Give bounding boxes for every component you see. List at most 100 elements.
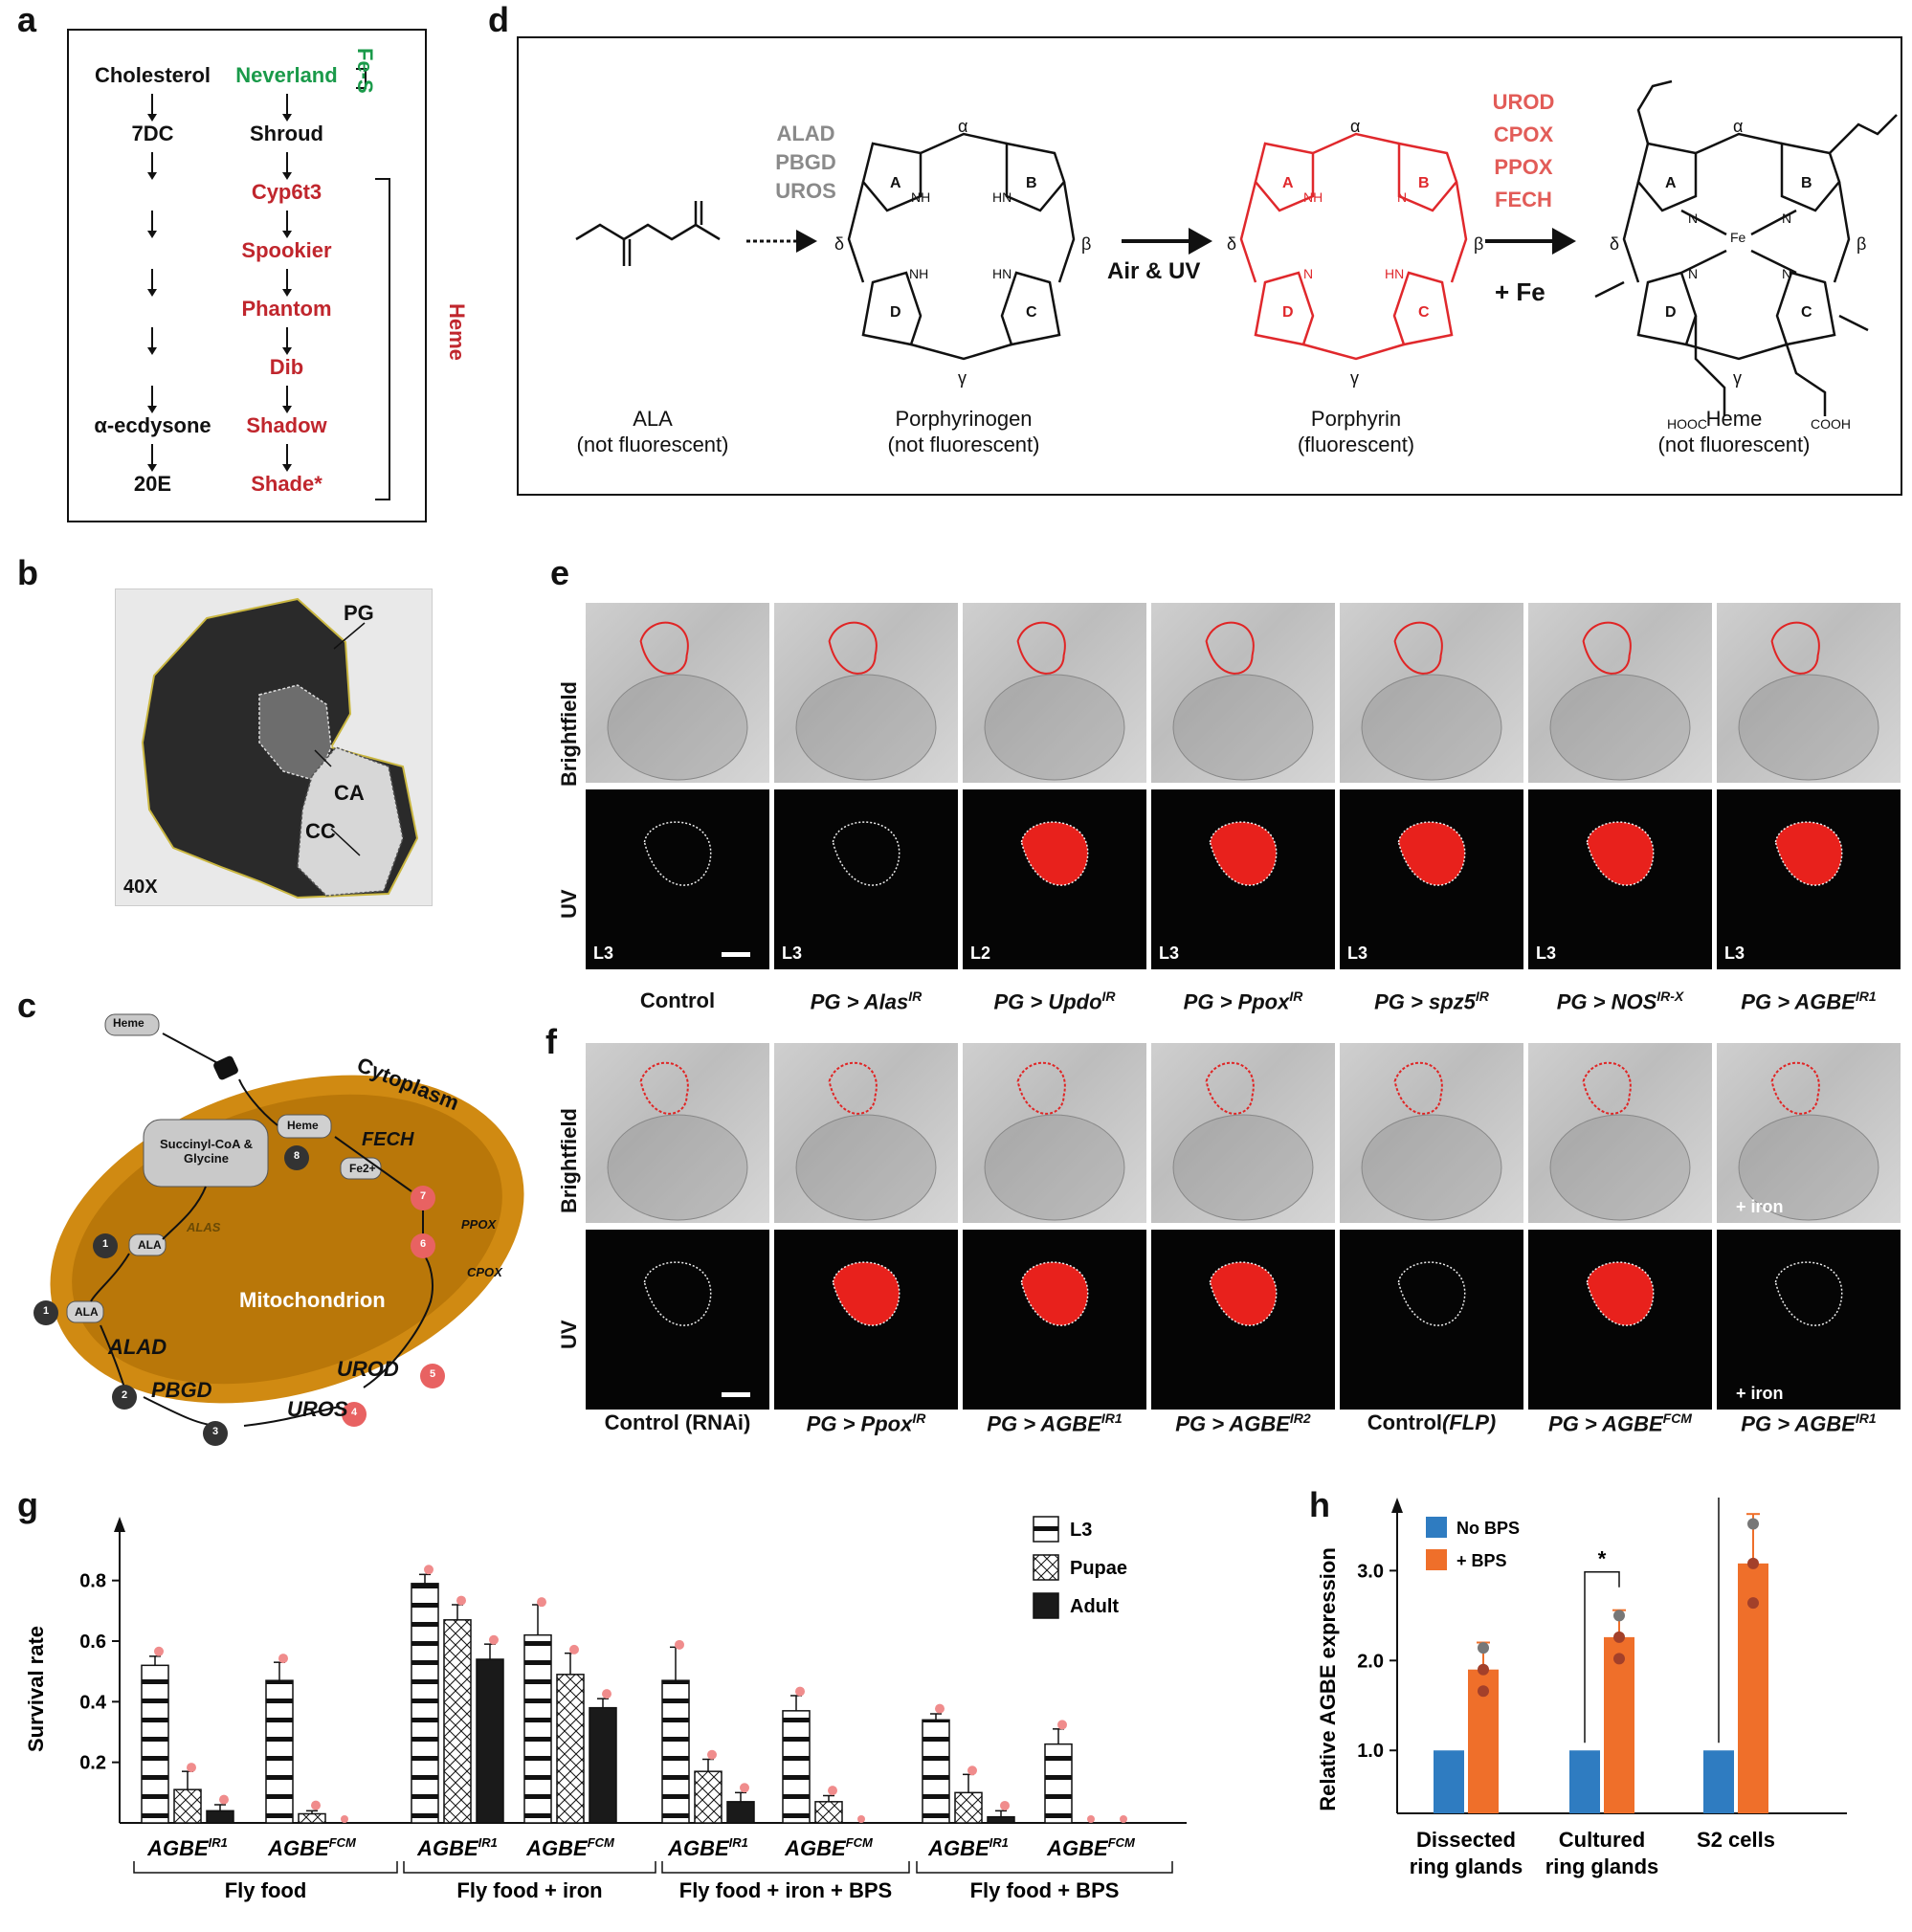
brain-lobe [795, 1114, 937, 1221]
greek-label: α [958, 117, 968, 136]
step-number: 1 [101, 1238, 109, 1250]
pathway-arrowhead [147, 231, 157, 238]
gland-outline [1582, 621, 1632, 675]
caption-superscript: IR1 [1855, 1410, 1877, 1426]
fluorescence-region [1397, 1261, 1466, 1326]
panel-label-f: f [545, 1022, 557, 1061]
bar-l3 [782, 1710, 811, 1824]
e-caption: PG > spz5IR [1340, 988, 1523, 1014]
pathway-arrowhead [147, 406, 157, 413]
panel-label-d: d [488, 0, 509, 39]
ring-letter: D [890, 304, 901, 321]
uros-label: UROS [287, 1397, 348, 1421]
y-axis-label: Relative AGBE expression [1316, 1547, 1340, 1811]
replicate-point [1478, 1642, 1489, 1654]
compound-name: Heme [1705, 407, 1763, 431]
left-pathway-item: Cholesterol [94, 63, 211, 87]
e-uv-image: L3 [774, 789, 958, 969]
pathway-arrowhead [147, 114, 157, 122]
ala-in-label: ALA [138, 1238, 162, 1252]
group-label: Fly food [225, 1878, 307, 1902]
caption-text: PG > Alas [810, 989, 909, 1014]
f-caption: PG > AGBEIR1 [1717, 1410, 1901, 1436]
brain-lobe [1549, 674, 1691, 781]
category-sup: FCM [588, 1835, 615, 1850]
f-caption: Control(FLP) [1340, 1410, 1523, 1435]
group-bracket [916, 1861, 1173, 1874]
fe-label: Fe2+ [349, 1162, 376, 1175]
brain-lobe [1738, 1114, 1879, 1221]
e-row-uv: UV [557, 889, 581, 919]
enzyme-label: UROS [775, 179, 836, 203]
e-brightfield-image [1151, 603, 1335, 783]
category-label: AGBEFCM [1046, 1835, 1136, 1860]
group-label: Fly food + BPS [970, 1878, 1120, 1902]
e-brightfield-image [1340, 603, 1523, 783]
greek-label: β [1856, 234, 1867, 254]
category-sup: IR1 [209, 1835, 228, 1850]
iron-label: + iron [1736, 1197, 1784, 1216]
category-label: AGBEFCM [267, 1835, 357, 1860]
ring-letter: B [1418, 175, 1430, 191]
f-brightfield-image [1528, 1043, 1712, 1223]
e-uv-image: L2 [963, 789, 1146, 969]
bar-pupae [443, 1619, 472, 1824]
gland-outline [1393, 1061, 1443, 1115]
fluorescence-region [1209, 821, 1278, 886]
pathway-arrowhead [282, 114, 292, 122]
category-base: AGBE [927, 1836, 990, 1860]
category-label: AGBEIR1 [146, 1835, 228, 1860]
fluorescence-region [1020, 821, 1089, 886]
ring-letter: D [1665, 304, 1677, 321]
significance-bracket [1584, 1570, 1620, 1743]
y-tick-label: 0.6 [79, 1632, 106, 1653]
panel-label-e: e [550, 553, 570, 592]
pathway-arrowhead [147, 289, 157, 297]
ring-letter: C [1026, 304, 1037, 321]
right-pathway-item: Shroud [250, 122, 323, 145]
step-number: 1 [42, 1305, 50, 1317]
ring-gland-shapes [141, 597, 419, 899]
y-axis-label: Survival rate [24, 1626, 48, 1752]
y-tick-label: 0.2 [79, 1753, 106, 1774]
panel-label-b: b [17, 553, 38, 592]
bar-pupae [556, 1674, 585, 1824]
ring-letter: C [1418, 304, 1430, 321]
replicate-point [1613, 1653, 1625, 1665]
greek-label: α [1733, 117, 1744, 136]
scale-bar [722, 952, 750, 957]
pathway-arrowhead [282, 347, 292, 355]
f-caption: Control (RNAi) [586, 1410, 769, 1435]
ring-letter: A [890, 175, 901, 191]
greek-label: α [1350, 117, 1361, 136]
e-uv-image: L3 [1151, 789, 1335, 969]
f-brightfield-image [1151, 1043, 1335, 1223]
brain-lobe [1172, 1114, 1314, 1221]
legend-swatch [1426, 1549, 1447, 1570]
bar-adult [476, 1658, 504, 1824]
bar-adult [987, 1815, 1015, 1824]
caption-text: PG > Updo [993, 989, 1102, 1014]
category-label: AGBEIR1 [416, 1835, 498, 1860]
compound-note: (not fluorescent) [576, 433, 729, 456]
legend-swatch [1426, 1517, 1447, 1538]
e-uv-image: L3 [586, 789, 769, 969]
ring-letter: A [1282, 175, 1294, 191]
category-label: AGBEFCM [525, 1835, 615, 1860]
y-tick-label: 0.8 [79, 1571, 106, 1592]
compound-note: (fluorescent) [1297, 433, 1415, 456]
fluorescence-region [643, 1261, 712, 1326]
f-uv-image [1151, 1230, 1335, 1410]
bar-l3 [265, 1679, 294, 1824]
compound-name: ALA [633, 407, 673, 431]
e-caption: Control [586, 988, 769, 1013]
caption-superscript: IR [912, 1410, 926, 1426]
enzyme-label: PBGD [775, 150, 836, 174]
bar-l3 [523, 1633, 552, 1824]
replicate-point [1000, 1800, 1010, 1810]
category-sup: FCM [1108, 1835, 1136, 1850]
bar-adult [589, 1706, 617, 1824]
mitochondrion-label: Mitochondrion [239, 1288, 386, 1312]
ring-letter: A [1665, 175, 1677, 191]
greek-label: δ [1610, 234, 1620, 254]
